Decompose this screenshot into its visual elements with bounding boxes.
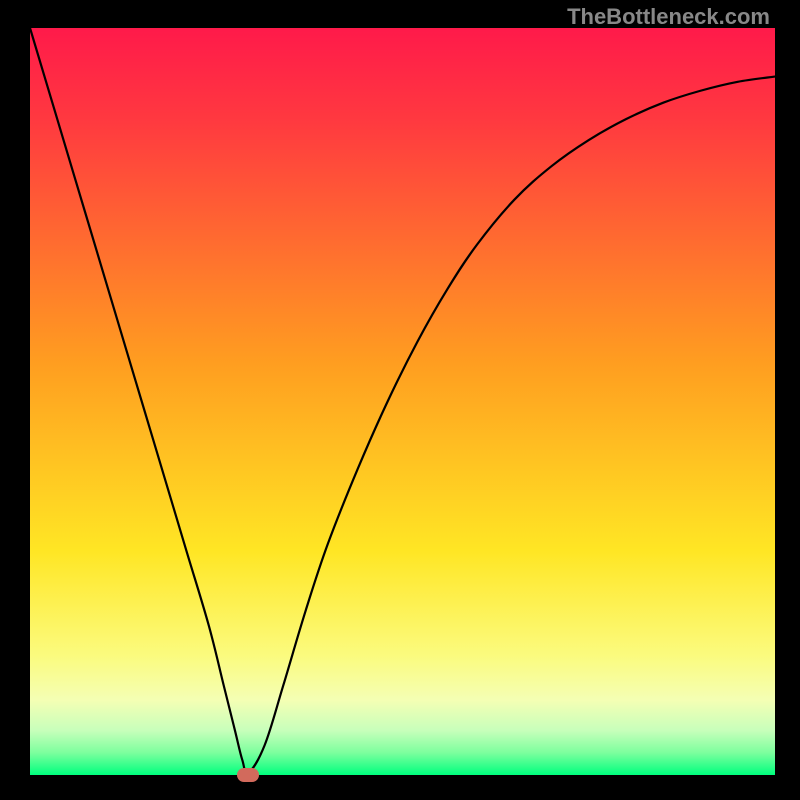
- plot-area: [30, 28, 775, 775]
- bottleneck-marker: [237, 768, 259, 782]
- watermark-label: TheBottleneck.com: [567, 4, 770, 30]
- chart-container: TheBottleneck.com: [0, 0, 800, 800]
